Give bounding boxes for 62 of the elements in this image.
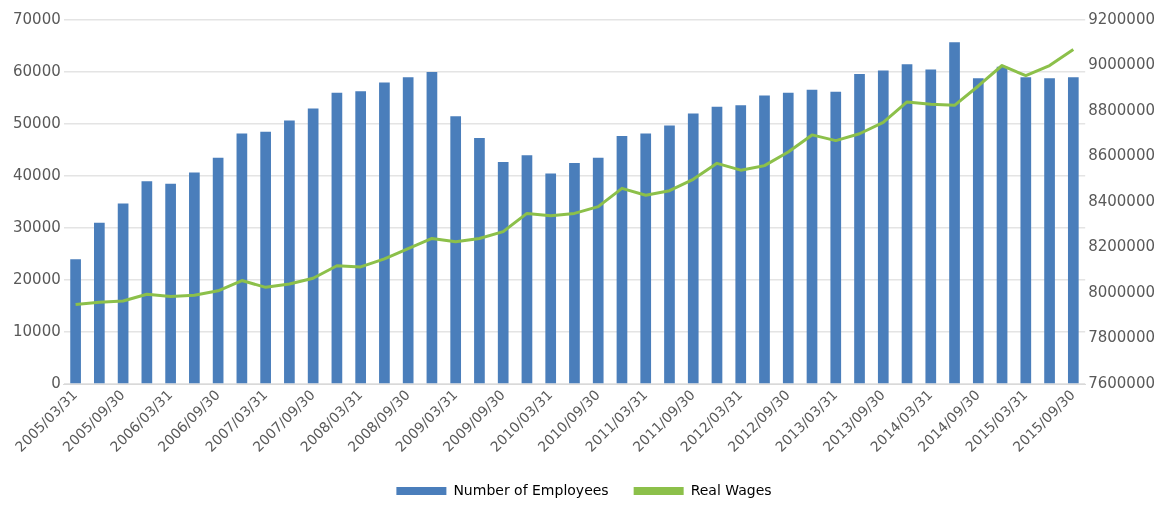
- y2-tick-label: 7800000: [1088, 328, 1156, 347]
- y2-tick-label: 8800000: [1088, 100, 1156, 119]
- bar: [806, 89, 818, 384]
- bar: [307, 108, 319, 384]
- legend-label: Real Wages: [690, 481, 772, 498]
- bar: [616, 135, 628, 384]
- bar: [640, 133, 652, 384]
- y2-tick-label: 8400000: [1088, 191, 1156, 210]
- bar: [379, 82, 390, 384]
- y2-tick-label: 8600000: [1088, 146, 1156, 165]
- bar: [592, 157, 604, 384]
- bar: [1067, 77, 1079, 384]
- bar: [901, 64, 913, 384]
- bar: [877, 70, 889, 384]
- bar: [687, 113, 699, 384]
- bar: [94, 222, 105, 384]
- bar: [569, 163, 580, 384]
- bar: [284, 120, 295, 384]
- bar: [925, 69, 937, 384]
- bar: [212, 157, 224, 384]
- bar: [735, 105, 747, 384]
- bar: [117, 203, 129, 384]
- bar: [1044, 78, 1055, 384]
- bar: [236, 133, 248, 384]
- bar: [521, 155, 533, 384]
- y-tick-label: 70000: [13, 9, 61, 28]
- bar: [141, 181, 153, 384]
- bar: [782, 92, 794, 384]
- y-tick-label: 10000: [13, 321, 61, 340]
- bar: [426, 72, 438, 384]
- bar: [260, 131, 271, 384]
- bar: [331, 92, 343, 384]
- y2-tick-label: 7600000: [1088, 373, 1156, 392]
- bar: [474, 138, 485, 384]
- bar: [165, 183, 176, 384]
- bar: [70, 259, 81, 384]
- y2-tick-label: 8200000: [1088, 237, 1156, 256]
- bar: [450, 116, 462, 384]
- bar: [830, 91, 842, 384]
- y2-tick-label: 8000000: [1088, 282, 1156, 301]
- bar: [355, 91, 366, 384]
- bar: [664, 125, 675, 384]
- bar: [497, 161, 509, 384]
- bar: [545, 173, 557, 384]
- y-tick-label: 60000: [13, 61, 61, 80]
- bar: [972, 78, 984, 384]
- y2-tick-label: 9200000: [1088, 9, 1156, 28]
- bar: [854, 74, 865, 384]
- bar: [402, 77, 414, 384]
- y-tick-label: 50000: [13, 113, 61, 132]
- y-tick-label: 0: [51, 373, 61, 392]
- bar: [1020, 77, 1032, 384]
- y-tick-label: 40000: [13, 165, 61, 184]
- legend-label: Number of Employees: [453, 481, 609, 498]
- bar: [189, 172, 200, 384]
- bar: [759, 95, 770, 384]
- y2-tick-label: 9000000: [1088, 55, 1156, 74]
- bar: [949, 42, 960, 384]
- bar: [711, 106, 723, 384]
- bar: [996, 66, 1008, 384]
- y-tick-label: 30000: [13, 217, 61, 236]
- y-tick-label: 20000: [13, 269, 61, 288]
